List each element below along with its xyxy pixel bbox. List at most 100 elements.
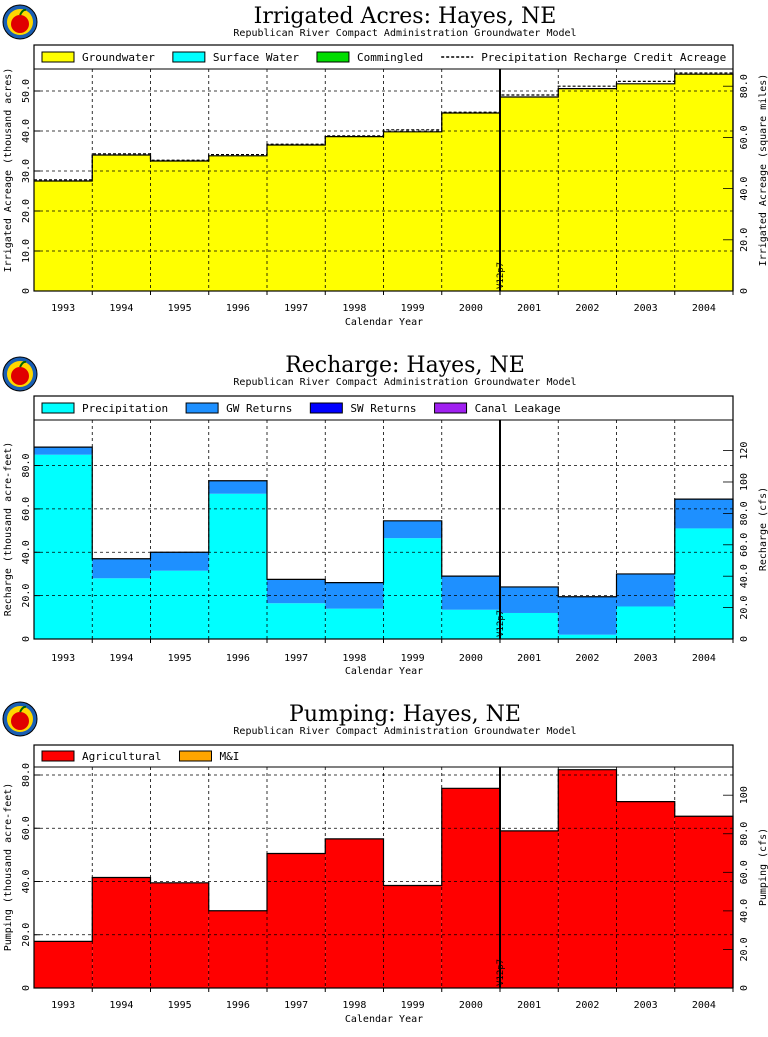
bar-1998-precipitation: [325, 608, 384, 639]
legend-swatch: [41, 51, 75, 63]
x-tick-label: 1997: [284, 1000, 308, 1011]
x-tick-label: 2000: [459, 1000, 483, 1011]
x-axis-label: Calendar Year: [345, 666, 423, 677]
chart-title: Pumping: Hayes, NE: [289, 702, 521, 727]
y-axis-label-right: Recharge (cfs): [758, 487, 768, 571]
x-tick-label: 2001: [517, 303, 541, 314]
bar-2001-groundwater: [500, 97, 559, 291]
x-tick-label: 1995: [168, 653, 192, 664]
apple-logo: [2, 4, 38, 40]
bar-1997-precipitation: [267, 603, 326, 639]
x-tick-label: 1999: [401, 1000, 425, 1011]
y2-tick-label: 20.0: [739, 596, 750, 620]
model-version-label: V12p7: [496, 262, 506, 289]
bar-1995-precipitation: [150, 570, 209, 639]
y2-tick-label: 60.0: [739, 533, 750, 557]
irrigated-acres-chart: Irrigated Acres: Hayes, NE Republican Ri…: [2, 4, 768, 328]
x-tick-label: 1996: [226, 1000, 250, 1011]
y-tick-label: 30.0: [21, 159, 32, 183]
bar-2002-groundwater: [558, 88, 617, 291]
y-tick-label: 40.0: [21, 119, 32, 143]
legend-label: Surface Water: [213, 51, 299, 64]
y2-tick-label: 40.0: [739, 899, 750, 923]
bar-1995-groundwater: [150, 161, 209, 291]
bar-1995-gw-returns: [150, 552, 209, 571]
x-tick-label: 1993: [51, 653, 75, 664]
y-tick-label: 20.0: [21, 199, 32, 223]
bar-1997-groundwater: [267, 145, 326, 291]
y-axis-label-left: Irrigated Acreage (thousand acres): [3, 68, 14, 273]
y2-tick-label: 60.0: [739, 125, 750, 149]
bar-2003-groundwater: [616, 83, 675, 291]
y-tick-label: 0: [21, 288, 32, 294]
x-tick-label: 2002: [575, 1000, 599, 1011]
bar-2002-precipitation: [558, 634, 617, 639]
legend-label: Commingled: [357, 51, 423, 64]
y-tick-label: 10.0: [21, 239, 32, 263]
x-tick-label: 2001: [517, 653, 541, 664]
x-tick-label: 1993: [51, 303, 75, 314]
y-tick-label: 20.0: [21, 584, 32, 608]
bar-2002-gw-returns: [558, 596, 617, 635]
bar-1998-agricultural: [325, 838, 384, 988]
chart-title: Recharge: Hayes, NE: [285, 353, 525, 378]
bar-2000-groundwater: [441, 113, 500, 291]
y2-tick-label: 80.0: [739, 501, 750, 525]
bar-1996-gw-returns: [208, 480, 267, 494]
y-axis-label-left: Pumping (thousand acre-feet): [3, 783, 14, 952]
bar-1999-precipitation: [383, 538, 442, 639]
bar-2003-agricultural: [616, 801, 675, 988]
x-tick-label: 2003: [634, 303, 658, 314]
bar-2001-precipitation: [500, 612, 559, 639]
legend-swatch: [316, 51, 350, 63]
bar-2003-gw-returns: [616, 573, 675, 607]
bar-1998-groundwater: [325, 136, 384, 291]
legend-swatch: [172, 51, 206, 63]
legend-label: Precipitation: [82, 402, 168, 415]
chart-title: Irrigated Acres: Hayes, NE: [254, 4, 557, 29]
y-tick-label: 60.0: [21, 497, 32, 521]
x-tick-label: 1998: [342, 1000, 366, 1011]
legend-label: Groundwater: [82, 51, 155, 64]
legend: Precipitation GW Returns SW Returns Canal L…: [41, 402, 561, 415]
bar-1996-groundwater: [208, 155, 267, 291]
bar-2003-precipitation: [616, 606, 675, 639]
y-tick-label: 0: [21, 985, 32, 991]
x-tick-label: 1998: [342, 303, 366, 314]
y-tick-label: 40.0: [21, 540, 32, 564]
y2-tick-label: 20.0: [739, 228, 750, 252]
x-tick-label: 1995: [168, 303, 192, 314]
y2-tick-label: 100: [739, 473, 750, 491]
legend-swatch: [178, 750, 212, 762]
legend-swatch: [434, 402, 468, 414]
legend-label: SW Returns: [350, 402, 416, 415]
model-version-label: V12p7: [496, 959, 506, 986]
y2-tick-label: 40.0: [739, 177, 750, 201]
x-tick-label: 1996: [226, 653, 250, 664]
x-tick-label: 1994: [109, 303, 133, 314]
bar-1993-agricultural: [34, 941, 93, 988]
x-tick-label: 1994: [109, 653, 133, 664]
x-tick-label: 1993: [51, 1000, 75, 1011]
y2-tick-label: 80.0: [739, 74, 750, 98]
bar-2004-groundwater: [674, 74, 733, 291]
bar-1994-agricultural: [92, 877, 151, 988]
y-axis-label-right: Pumping (cfs): [758, 828, 768, 906]
x-tick-label: 2003: [634, 653, 658, 664]
x-axis-label: Calendar Year: [345, 317, 423, 328]
bar-2000-gw-returns: [441, 576, 500, 610]
apple-logo: [2, 701, 38, 737]
x-tick-label: 2002: [575, 653, 599, 664]
bar-1996-precipitation: [208, 493, 267, 639]
x-tick-label: 1998: [342, 653, 366, 664]
y2-tick-label: 0: [739, 985, 750, 991]
x-tick-label: 2004: [692, 653, 716, 664]
legend-label: M&I: [219, 750, 239, 763]
plot-area: V12p7 0 20.0 40.0 60.0 80.0 0 20.0 40.0 60.0 80.0 1…: [21, 744, 750, 1011]
bar-2001-gw-returns: [500, 586, 559, 613]
legend-swatch: [309, 402, 343, 414]
y-tick-label: 20.0: [21, 923, 32, 947]
x-tick-label: 2004: [692, 1000, 716, 1011]
x-tick-label: 1997: [284, 303, 308, 314]
legend-label: Precipitation Recharge Credit Acreage: [481, 51, 726, 64]
